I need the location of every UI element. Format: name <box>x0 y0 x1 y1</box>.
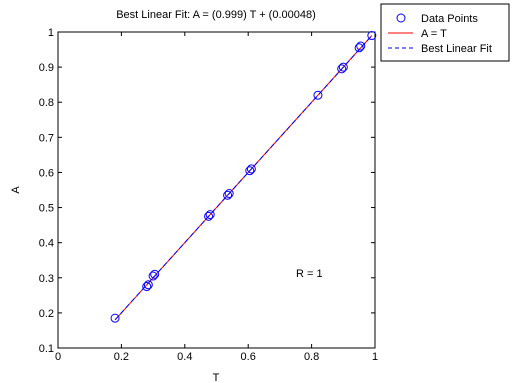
data-point <box>148 271 158 281</box>
data-point <box>143 280 153 290</box>
data-point <box>224 189 234 199</box>
identity-line <box>114 35 373 321</box>
legend-label-data-points: Data Points <box>421 13 478 25</box>
data-point <box>246 164 256 174</box>
legend: Data Points A = T Best Linear Fit <box>380 3 510 62</box>
legend-marker-data-points <box>396 13 406 23</box>
legend-label-best-fit: Best Linear Fit <box>421 43 492 55</box>
data-point <box>223 190 233 200</box>
y-tick-label: 1 <box>48 27 54 39</box>
y-tick-label: 0.5 <box>39 203 54 215</box>
x-tick-label: 0.2 <box>114 351 129 363</box>
x-tick-label: 0 <box>55 351 61 363</box>
plot-area <box>57 31 376 349</box>
data-point <box>338 62 348 72</box>
y-tick-label: 0.4 <box>39 238 54 250</box>
y-tick-label: 0.8 <box>39 97 54 109</box>
data-point <box>337 64 347 74</box>
axis-ticks: 0 0.2 0.4 0.6 0.8 1 0.1 0.2 0.3 0.4 0.5 0.6 0.7 0.8 0.… <box>39 27 378 363</box>
y-tick-label: 0.9 <box>39 62 54 74</box>
data-points <box>110 31 377 323</box>
data-point <box>205 210 215 220</box>
y-axis-label: A <box>10 186 22 194</box>
data-point <box>354 43 364 53</box>
data-point <box>142 282 152 292</box>
x-axis-label: T <box>213 372 220 383</box>
data-point <box>313 90 323 100</box>
y-tick-label: 0.3 <box>39 273 54 285</box>
r-value-annotation: R = 1 <box>296 268 323 280</box>
x-tick-label: 1 <box>372 351 378 363</box>
y-tick-label: 0.6 <box>39 167 54 179</box>
x-tick-label: 0.6 <box>241 351 256 363</box>
data-point <box>110 313 120 323</box>
data-point <box>245 166 255 176</box>
series-lines <box>114 35 373 321</box>
y-tick-label: 0.2 <box>39 308 54 320</box>
x-tick-label: 0.4 <box>177 351 192 363</box>
data-point <box>204 211 214 221</box>
y-tick-label: 0.7 <box>39 132 54 144</box>
legend-label-identity-line: A = T <box>421 28 447 40</box>
x-tick-label: 0.8 <box>304 351 319 363</box>
data-point <box>367 31 377 41</box>
data-point <box>150 269 160 279</box>
y-tick-label: 0.1 <box>39 343 54 355</box>
chart-title: Best Linear Fit: A = (0.999) T + (0.0004… <box>116 9 316 21</box>
data-point <box>356 41 366 51</box>
